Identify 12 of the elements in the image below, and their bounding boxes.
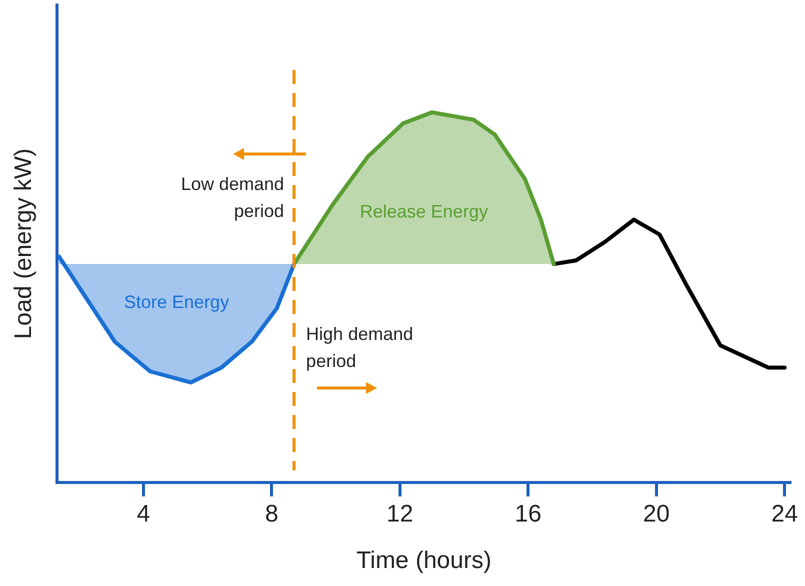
x-tick-label: 24 — [771, 500, 798, 528]
y-axis-title: Load (energy kW) — [10, 148, 38, 340]
x-tick-label: 16 — [514, 500, 542, 528]
x-tick-label: 4 — [136, 500, 150, 528]
annotation: High demand period — [306, 324, 414, 371]
x-tick-label: 12 — [386, 500, 414, 528]
x-axis-title: Time (hours) — [356, 547, 492, 574]
x-tick-label: 20 — [642, 500, 670, 528]
series-label: Release Energy — [360, 201, 488, 222]
annotation: Low demand period — [180, 174, 284, 221]
x-tick-label: 8 — [264, 500, 278, 528]
series-label: Store Energy — [124, 292, 230, 312]
